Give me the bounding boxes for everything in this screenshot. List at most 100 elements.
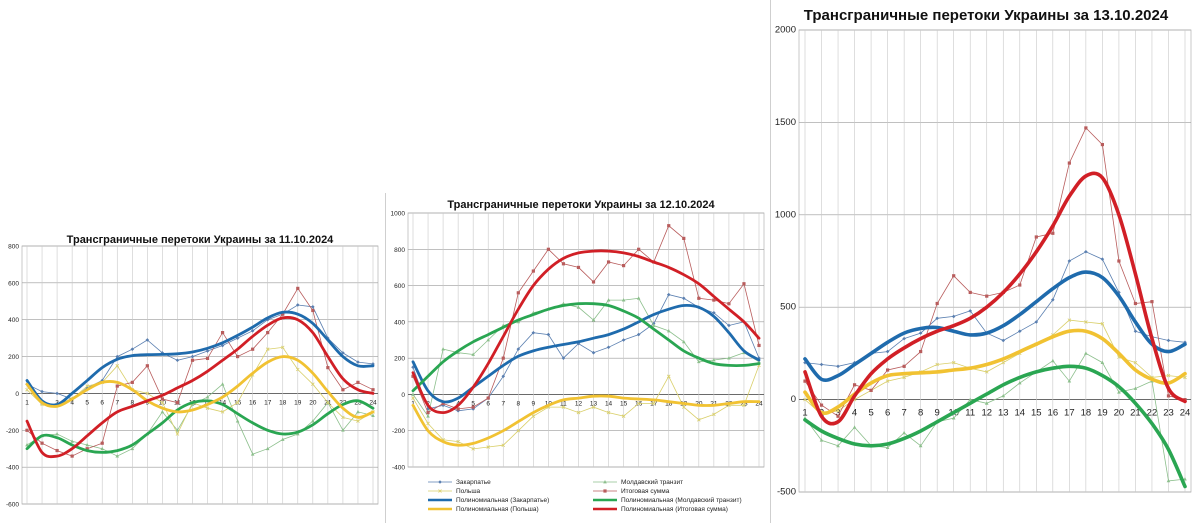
data-point (441, 403, 445, 408)
x-tick-label: 18 (279, 399, 287, 406)
y-tick-label: 600 (8, 280, 19, 287)
data-point (869, 388, 873, 392)
data-point (1051, 298, 1055, 302)
data-point (576, 410, 581, 415)
data-point (501, 374, 506, 379)
series-line (804, 319, 1186, 415)
data-point (70, 454, 74, 458)
y-tick-label: -500 (777, 487, 796, 498)
data-point (919, 349, 923, 354)
data-point (1067, 379, 1072, 383)
data-point (1133, 329, 1138, 334)
data-point (1100, 322, 1105, 326)
x-tick-label: 13 (998, 408, 1009, 419)
data-point (266, 331, 270, 335)
data-point (637, 247, 641, 251)
legend-entry: Полиномиальная (Итоговая сумма) (621, 506, 728, 513)
data-point (25, 387, 29, 392)
data-point (85, 384, 89, 388)
data-point (819, 362, 824, 367)
data-point (25, 443, 29, 447)
x-tick-label: 20 (309, 399, 317, 406)
data-point (606, 298, 611, 302)
data-point (426, 421, 430, 426)
x-tick-label: 17 (1064, 408, 1075, 419)
data-point (220, 410, 225, 414)
data-point (968, 309, 973, 313)
data-point (636, 401, 641, 406)
x-tick-label: 16 (1048, 408, 1059, 419)
data-point (531, 414, 536, 418)
data-point (1084, 351, 1088, 355)
data-point (666, 328, 671, 333)
data-point (1133, 301, 1138, 306)
data-point (1017, 380, 1022, 385)
data-point (1018, 283, 1022, 287)
data-point (85, 443, 89, 447)
x-tick-label: 16 (249, 399, 257, 406)
data-point (1133, 386, 1138, 390)
legend-entry: Молдавский транзит (621, 478, 683, 486)
data-point (411, 392, 415, 396)
data-point (145, 364, 149, 368)
data-point (935, 362, 939, 367)
legend-marker (603, 480, 607, 484)
data-point (1166, 394, 1171, 398)
x-tick-label: 9 (935, 408, 940, 419)
series-line (26, 287, 374, 457)
chart-12-10-2024: Трансграничные перетоки Украины за 12.10… (385, 193, 771, 523)
data-point (1001, 360, 1006, 365)
data-point (742, 403, 746, 408)
data-point (951, 314, 956, 319)
data-point (326, 400, 330, 405)
data-point (621, 298, 626, 302)
data-point (235, 419, 240, 423)
data-point (935, 316, 939, 321)
data-point (546, 247, 550, 251)
x-tick-label: 5 (85, 399, 89, 406)
chart-13-10-2024-svg: Трансграничные перетоки Украины за 13.10… (775, 7, 1192, 498)
data-point (951, 360, 956, 365)
data-point (371, 362, 375, 366)
trend-line (411, 249, 761, 415)
x-tick-label: 14 (1014, 408, 1025, 419)
data-point (356, 419, 360, 423)
x-tick-label: 5 (471, 400, 475, 407)
data-point (471, 352, 475, 356)
data-point (295, 303, 300, 307)
data-point (250, 452, 255, 456)
data-point (326, 366, 330, 370)
data-point (516, 428, 521, 433)
data-point (441, 347, 445, 351)
data-point (622, 264, 626, 268)
chart-12-10-2024-svg: Трансграничные перетоки Украины за 12.10… (391, 199, 765, 513)
x-tick-label: 3 (55, 399, 59, 406)
x-tick-label: 6 (885, 408, 890, 419)
data-point (968, 397, 973, 401)
data-point (220, 382, 225, 386)
legend-entry: Закарпатье (456, 479, 491, 486)
x-tick-label: 7 (901, 408, 906, 419)
y-tick-label: -600 (6, 502, 19, 509)
data-point (100, 441, 104, 445)
data-point (371, 413, 375, 417)
data-point (70, 439, 74, 443)
data-point (984, 401, 989, 405)
x-tick-label: 23 (354, 399, 362, 406)
data-point (175, 432, 180, 436)
data-point (356, 380, 360, 384)
data-point (55, 431, 59, 436)
data-point (1034, 320, 1039, 324)
data-point (456, 439, 460, 444)
chart-11-10-2024-svg: Трансграничные перетоки Украины за 11.10… (6, 234, 379, 509)
data-point (1067, 161, 1071, 165)
data-point (1084, 320, 1088, 324)
data-point (456, 407, 460, 411)
data-point (1117, 290, 1121, 295)
data-point (561, 356, 566, 360)
chart-title: Трансграничные перетоки Украины за 12.10… (447, 199, 715, 211)
data-point (40, 441, 44, 445)
y-tick-label: 600 (394, 283, 405, 290)
x-tick-label: 13 (590, 400, 598, 407)
trend-line (25, 316, 375, 459)
